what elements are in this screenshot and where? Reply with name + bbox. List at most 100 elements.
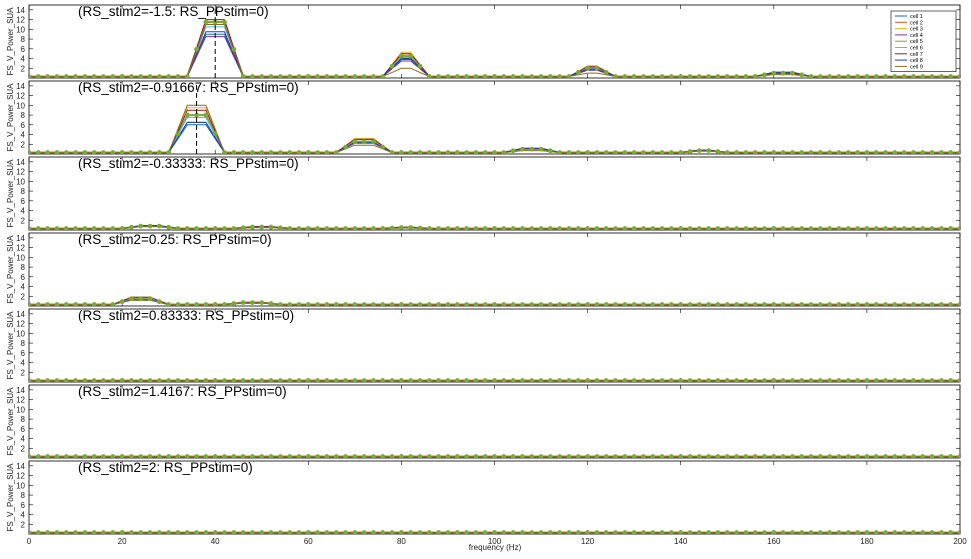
data-point-marker: [203, 454, 209, 458]
data-point-marker: [35, 150, 41, 154]
data-point-marker: [715, 454, 721, 458]
data-point-marker: [399, 378, 404, 382]
data-point-marker: [743, 74, 749, 78]
x-tick-label: 80: [397, 537, 406, 546]
data-point-marker: [547, 454, 553, 458]
data-point-marker: [352, 302, 358, 306]
data-point-marker: [557, 302, 563, 306]
data-point-marker: [287, 302, 293, 306]
data-area: [29, 454, 960, 458]
data-point-marker: [119, 530, 125, 534]
data-point-marker: [138, 74, 144, 78]
data-point-marker: [287, 74, 293, 78]
data-point-marker: [166, 454, 172, 458]
data-point-marker: [734, 302, 739, 306]
data-point-marker: [566, 74, 572, 78]
data-point-marker: [510, 302, 516, 306]
data-point-marker: [91, 530, 97, 534]
series-line-8: [29, 31, 960, 77]
data-point-marker: [817, 150, 823, 154]
legend-entry: cell 5: [910, 39, 923, 45]
data-point-marker: [873, 454, 879, 458]
data-point-marker: [138, 454, 144, 458]
data-point-marker: [827, 530, 833, 534]
data-point-marker: [436, 530, 442, 534]
data-point-marker: [380, 454, 386, 458]
data-point-marker: [706, 302, 712, 306]
legend-entry: cell 8: [910, 58, 923, 64]
data-point-marker: [762, 530, 767, 534]
y-tick-label: 8: [21, 187, 26, 196]
data-point-marker: [873, 530, 879, 534]
series-line-8: [29, 121, 960, 153]
data-point-marker: [938, 454, 944, 458]
data-point-marker: [29, 74, 32, 78]
data-point-marker: [315, 530, 321, 534]
data-point-marker: [780, 530, 786, 534]
data-point-marker: [911, 530, 916, 534]
data-point-marker: [566, 454, 572, 458]
data-point-marker: [603, 302, 609, 306]
data-point-marker: [287, 454, 293, 458]
data-point-marker: [408, 150, 414, 154]
data-point-marker: [380, 378, 386, 382]
data-point-marker: [54, 150, 60, 154]
data-point-marker: [957, 226, 960, 230]
data-point-marker: [63, 226, 69, 230]
y-tick-label: 8: [21, 35, 26, 44]
data-point-marker: [250, 378, 255, 382]
data-point-marker: [333, 226, 339, 230]
data-point-marker: [380, 226, 386, 230]
data-point-marker: [492, 226, 497, 230]
subplot-title: (RS_stim2=-0.91667: RS_PPstim=0): [78, 80, 299, 95]
data-point-marker: [762, 226, 767, 230]
data-point-marker: [529, 530, 535, 534]
data-point-marker: [156, 530, 162, 534]
data-point-marker: [408, 454, 414, 458]
data-point-marker: [54, 378, 60, 382]
data-point-marker: [957, 150, 960, 154]
data-point-marker: [110, 226, 116, 230]
data-point-marker: [138, 150, 144, 154]
data-point-marker: [631, 150, 637, 154]
data-point-marker: [827, 454, 833, 458]
series-line-9: [29, 24, 960, 77]
legend-entry: cell 4: [910, 33, 923, 39]
series-line-2: [29, 114, 960, 153]
x-tick-label: 60: [304, 537, 313, 546]
data-point-marker: [324, 150, 330, 154]
data-point-marker: [743, 454, 749, 458]
data-point-marker: [445, 74, 451, 78]
data-point-marker: [901, 530, 907, 534]
data-point-marker: [501, 454, 507, 458]
data-point-marker: [827, 150, 833, 154]
data-point-marker: [343, 74, 348, 78]
data-point-marker: [222, 454, 227, 458]
data-point-marker: [771, 150, 777, 154]
data-point-marker: [808, 226, 814, 230]
data-point-marker: [166, 224, 172, 230]
data-point-marker: [613, 74, 618, 78]
data-point-marker: [845, 302, 851, 306]
data-point-marker: [594, 378, 600, 382]
data-point-marker: [706, 378, 712, 382]
data-point-marker: [790, 302, 795, 306]
data-point-marker: [510, 148, 516, 154]
data-point-marker: [883, 226, 888, 230]
data-point-marker: [557, 530, 563, 534]
y-tick-label: 4: [21, 131, 26, 140]
data-point-marker: [845, 226, 851, 230]
data-point-marker: [361, 530, 367, 534]
data-point-marker: [808, 378, 814, 382]
data-point-marker: [73, 530, 78, 534]
data-point-marker: [957, 378, 960, 382]
data-point-marker: [780, 378, 786, 382]
legend-entry: cell 3: [910, 27, 923, 33]
data-point-marker: [454, 378, 460, 382]
data-area: [29, 223, 960, 230]
data-point-marker: [864, 226, 870, 230]
series-line-6: [29, 26, 960, 77]
data-point-marker: [920, 378, 926, 382]
y-tick-label: 2: [21, 64, 26, 73]
